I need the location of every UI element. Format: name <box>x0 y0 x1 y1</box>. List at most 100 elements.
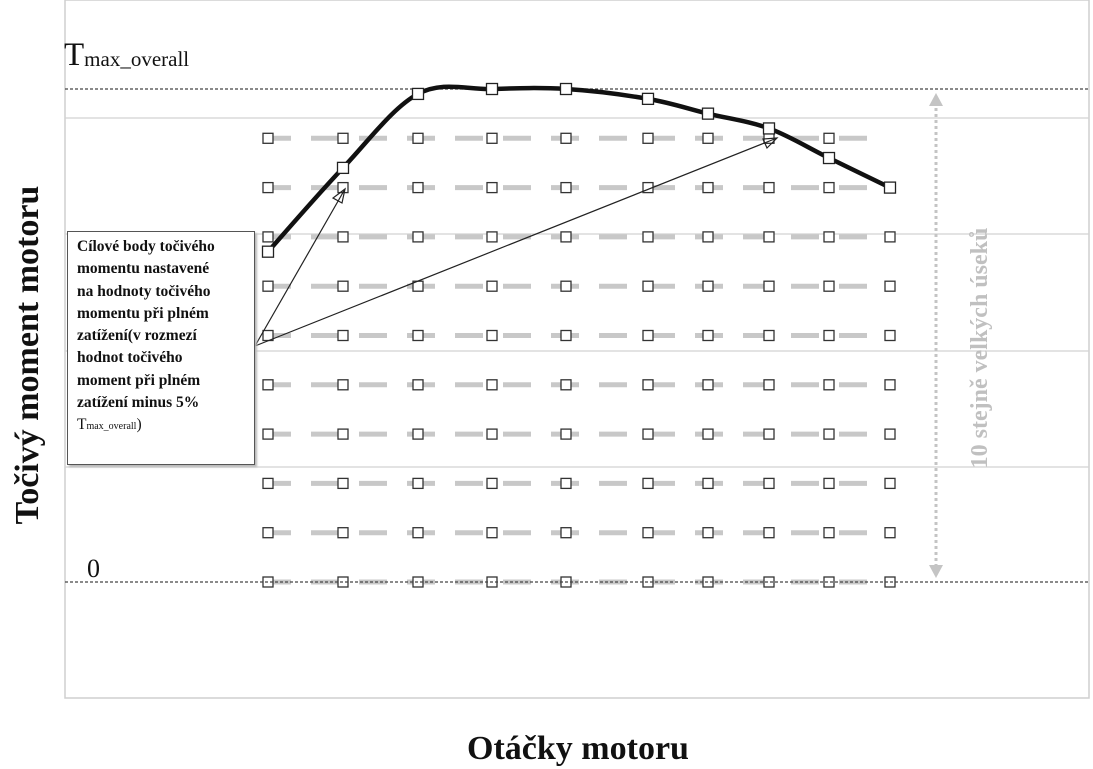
torque-target-point <box>823 379 835 391</box>
torque-target-point <box>884 379 896 391</box>
full-load-point <box>822 151 836 165</box>
y-axis-label: Točivý moment motoru <box>9 186 46 525</box>
torque-target-point <box>412 329 424 342</box>
callout-arrow-1 <box>254 188 346 347</box>
range-arrow-top-head <box>929 93 943 106</box>
annotation-line: na hodnoty točivého <box>77 282 211 300</box>
torque-target-point <box>763 231 775 243</box>
torque-target-point <box>642 379 654 391</box>
torque-target-point <box>337 329 349 342</box>
torque-target-point <box>884 329 896 342</box>
torque-target-point <box>412 527 424 539</box>
torque-target-point <box>486 132 498 144</box>
torque-target-point <box>412 477 424 490</box>
full-load-point <box>701 107 715 120</box>
torque-target-point <box>823 231 835 243</box>
torque-target-point <box>823 132 835 144</box>
torque-target-point <box>823 576 835 588</box>
torque-target-point <box>560 477 572 490</box>
torque-target-point <box>337 527 349 539</box>
torque-target-point <box>560 329 572 342</box>
torque-target-point <box>412 231 424 243</box>
y-max-label: Tmax_overall <box>64 37 189 73</box>
range-annotation-label: 10 stejně velkých úseků <box>967 228 993 469</box>
torque-target-point <box>702 280 714 292</box>
annotation-line: zatížení(v rozmezí <box>77 327 197 345</box>
full-load-point <box>485 82 499 96</box>
y-zero-label: 0 <box>87 554 100 583</box>
torque-target-point <box>702 231 714 243</box>
torque-target-point <box>560 280 572 292</box>
torque-target-point <box>412 379 424 391</box>
annotation-box: Cílové body točivého momentu nastavené n… <box>67 231 255 465</box>
torque-target-point <box>486 428 498 440</box>
torque-target-point <box>642 280 654 292</box>
torque-target-point <box>262 428 274 440</box>
torque-target-point <box>642 428 654 440</box>
torque-target-point <box>486 181 498 194</box>
torque-target-point <box>560 231 572 243</box>
torque-target-point <box>560 132 572 144</box>
annotation-line: Cílové body točivého <box>77 238 215 255</box>
full-load-point <box>559 82 573 96</box>
callout-arrow-2 <box>254 137 778 347</box>
torque-target-point <box>486 527 498 539</box>
torque-target-point <box>884 477 896 490</box>
torque-target-point <box>412 132 424 144</box>
torque-target-point <box>763 379 775 391</box>
torque-target-point <box>412 181 424 194</box>
annotation-last-line: Tmax_overall) <box>77 414 250 438</box>
full-load-torque-curve <box>265 84 893 254</box>
full-load-point <box>762 122 776 135</box>
y-max-label-sub: max_overall <box>84 47 189 71</box>
torque-target-point <box>337 379 349 391</box>
torque-target-point <box>337 132 349 144</box>
torque-target-point <box>823 477 835 490</box>
torque-level-lines <box>262 132 896 588</box>
torque-target-point <box>262 379 274 391</box>
torque-target-point <box>763 181 775 194</box>
torque-target-point <box>262 477 274 490</box>
annotation-line: zatížení minus 5% <box>77 394 200 412</box>
torque-target-point <box>642 329 654 342</box>
torque-target-point <box>763 477 775 490</box>
torque-target-point <box>823 280 835 292</box>
full-load-point <box>261 245 275 258</box>
torque-target-point <box>884 231 896 243</box>
torque-target-point <box>486 280 498 292</box>
torque-target-point <box>262 280 274 292</box>
full-load-point <box>641 92 655 106</box>
torque-target-point <box>486 477 498 490</box>
torque-target-point <box>337 477 349 490</box>
torque-target-point <box>642 231 654 243</box>
torque-target-point <box>486 329 498 342</box>
torque-target-point <box>262 231 274 243</box>
torque-target-point <box>412 428 424 440</box>
torque-target-point <box>337 280 349 292</box>
torque-target-point <box>884 428 896 440</box>
torque-target-point <box>763 428 775 440</box>
annotation-line: momentu nastavené <box>77 260 210 278</box>
full-load-point <box>883 181 897 194</box>
torque-target-point <box>486 379 498 391</box>
torque-target-point <box>763 280 775 292</box>
torque-target-point <box>823 527 835 539</box>
annotation-subscript: max_overall <box>86 421 137 433</box>
callout-arrows <box>254 137 779 347</box>
annotation-line: hodnot točivého <box>77 349 183 367</box>
torque-target-point <box>337 428 349 440</box>
torque-target-point <box>702 527 714 539</box>
full-load-point <box>411 87 425 101</box>
torque-target-point <box>702 379 714 391</box>
callout-arrow-1-head <box>331 187 346 204</box>
torque-target-point <box>702 428 714 440</box>
torque-target-point <box>560 428 572 440</box>
torque-target-point <box>560 527 572 539</box>
annotation-close: ) <box>136 416 142 434</box>
torque-target-point <box>763 527 775 539</box>
torque-target-point <box>337 231 349 243</box>
annotation-line: moment při plném <box>77 371 201 389</box>
torque-target-point <box>560 181 572 194</box>
torque-target-point <box>763 329 775 342</box>
torque-target-point <box>642 477 654 490</box>
